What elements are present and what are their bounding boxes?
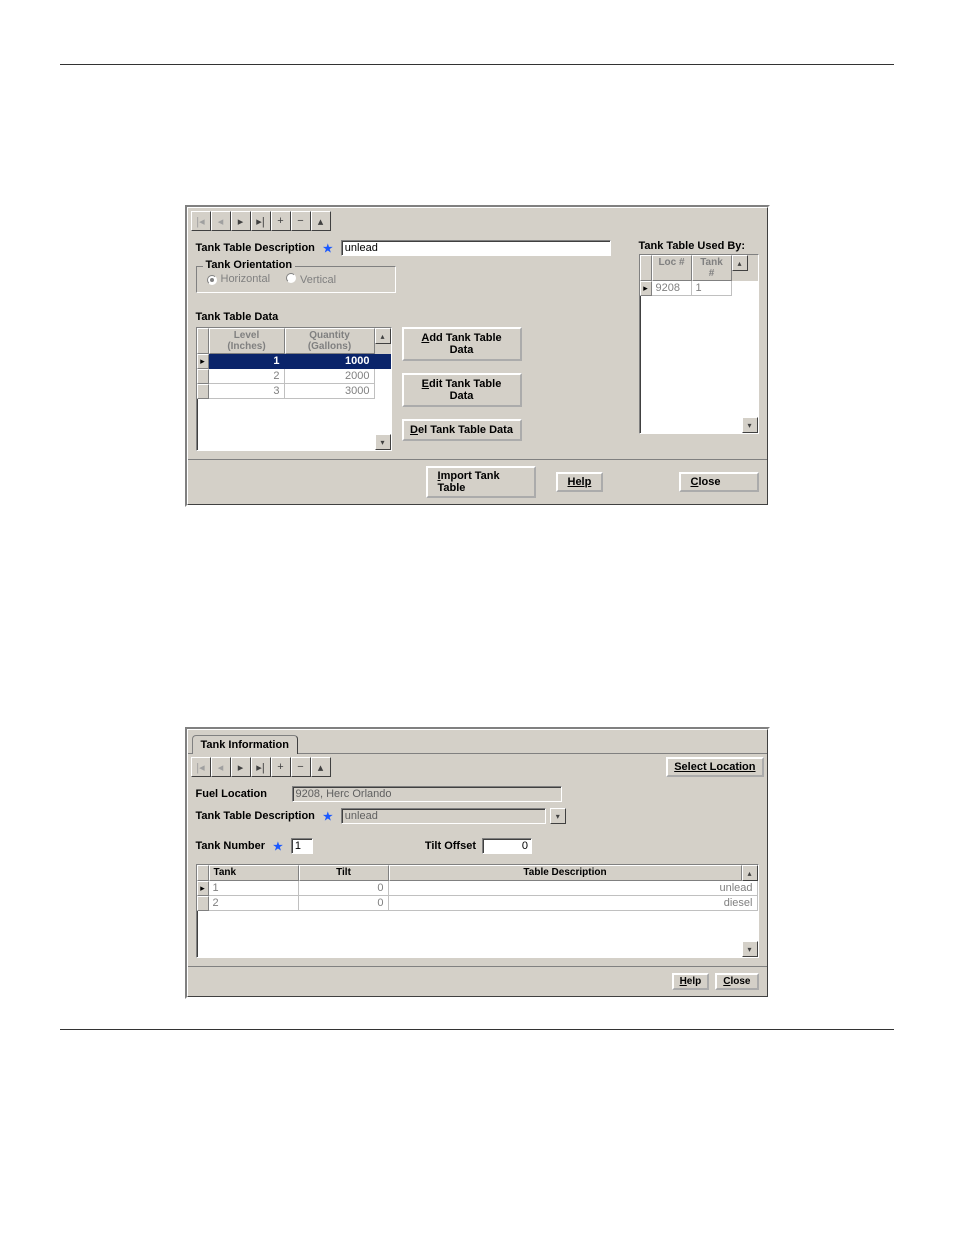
nav-next-button[interactable]: ▸ <box>231 211 251 231</box>
nav-up-button-2[interactable]: ▴ <box>311 757 331 777</box>
nav-up-button[interactable]: ▴ <box>311 211 331 231</box>
grid-scroll-up-button[interactable]: ▴ <box>375 328 391 344</box>
tank-list-scroll-down[interactable]: ▾ <box>742 941 758 957</box>
usedby-col-tank[interactable]: Tank # <box>692 255 732 281</box>
tank-data-row[interactable]: 22000 <box>197 369 391 384</box>
help-button[interactable]: Help <box>556 472 604 492</box>
nav-remove-button-2[interactable]: − <box>291 757 311 777</box>
edit-tank-data-button[interactable]: Edit Tank Table Data <box>402 373 522 407</box>
tabledesc-col-header[interactable]: Table Description <box>389 865 742 881</box>
close-button[interactable]: Close <box>679 472 759 492</box>
col-level-header[interactable]: Level (Inches) <box>209 328 285 354</box>
tank-table-data-title: Tank Table Data <box>196 311 633 323</box>
usedby-row[interactable]: ▸92081 <box>640 281 758 296</box>
nav-add-button[interactable]: + <box>271 211 291 231</box>
nav-first-button[interactable]: |◂ <box>191 211 211 231</box>
select-location-button[interactable]: Select Location <box>666 757 763 777</box>
grid-scroll-down-button[interactable]: ▾ <box>375 434 391 450</box>
required-star-icon-3: ★ <box>271 840 285 853</box>
nav-prev-button[interactable]: ◂ <box>211 211 231 231</box>
desc-label: Tank Table Description <box>196 242 315 254</box>
dialog-footer: Import Tank Table Help Close <box>188 459 767 504</box>
tank-list-row[interactable]: ▸10unlead <box>197 881 758 896</box>
nav-next-button-2[interactable]: ▸ <box>231 757 251 777</box>
tilt-offset-label: Tilt Offset <box>425 840 476 852</box>
help-button-2[interactable]: Help <box>672 973 710 990</box>
tilt-col-header[interactable]: Tilt <box>299 865 389 881</box>
tank-data-grid: Level (Inches) Quantity (Gallons) ▴ ▸110… <box>196 327 392 451</box>
nav-prev-button-2[interactable]: ◂ <box>211 757 231 777</box>
tilt-offset-input[interactable]: 0 <box>482 838 532 854</box>
nav-add-button-2[interactable]: + <box>271 757 291 777</box>
nav-remove-button[interactable]: − <box>291 211 311 231</box>
usedby-grid: Loc # Tank # ▴ ▸92081 ▾ <box>639 254 759 434</box>
orientation-horizontal-radio[interactable]: Horizontal <box>207 273 271 286</box>
del-tank-data-button[interactable]: Del Tank Table Data <box>402 419 522 441</box>
tank-number-label: Tank Number <box>196 840 265 852</box>
tank-list-grid: Tank Tilt Table Description ▴ ▸10unlead2… <box>196 864 759 958</box>
tank-col-header[interactable]: Tank <box>209 865 299 881</box>
usedby-pane: Tank Table Used By: Loc # Tank # ▴ ▸9208… <box>639 240 759 451</box>
tank-table-dialog: |◂ ◂ ▸ ▸| + − ▴ Tank Table Description ★… <box>185 205 770 507</box>
nav-toolbar: |◂ ◂ ▸ ▸| + − ▴ <box>188 208 767 234</box>
required-star-icon: ★ <box>321 242 335 255</box>
col-qty-header[interactable]: Quantity (Gallons) <box>285 328 375 354</box>
tank-data-row[interactable]: ▸11000 <box>197 354 391 369</box>
desc-dropdown-icon[interactable]: ▾ <box>550 808 566 824</box>
page-rule-top <box>60 64 894 65</box>
import-button[interactable]: Import Tank Table <box>426 466 536 498</box>
tank-list-scroll-up[interactable]: ▴ <box>742 865 758 881</box>
dialog2-footer: Help Close <box>188 966 767 996</box>
page-rule-bottom <box>60 1029 894 1030</box>
close-button-2[interactable]: Close <box>715 973 758 990</box>
nav-last-button[interactable]: ▸| <box>251 211 271 231</box>
tank-number-input[interactable]: 1 <box>291 838 313 854</box>
desc-label-2: Tank Table Description <box>196 810 315 822</box>
nav-first-button-2[interactable]: |◂ <box>191 757 211 777</box>
orientation-vertical-radio[interactable]: Vertical <box>286 273 336 286</box>
orientation-group: Tank Orientation Horizontal Vertical <box>196 266 396 293</box>
tank-data-row[interactable]: 33000 <box>197 384 391 399</box>
nav-last-button-2[interactable]: ▸| <box>251 757 271 777</box>
left-pane: Tank Table Description ★ unlead Tank Ori… <box>196 240 633 451</box>
usedby-title: Tank Table Used By: <box>639 240 759 252</box>
usedby-scroll-up-button[interactable]: ▴ <box>732 255 748 271</box>
tank-list-row[interactable]: 20diesel <box>197 896 758 911</box>
fuel-location-field: 9208, Herc Orlando <box>292 786 562 802</box>
add-tank-data-button[interactable]: Add Tank Table Data <box>402 327 522 361</box>
orientation-legend: Tank Orientation <box>203 259 296 271</box>
tank-info-dialog: Tank Information |◂ ◂ ▸ ▸| + − ▴ Select … <box>185 727 770 999</box>
tank-info-tab[interactable]: Tank Information <box>192 735 298 754</box>
required-star-icon-2: ★ <box>321 810 335 823</box>
desc-select[interactable]: unlead <box>341 808 546 824</box>
desc-input[interactable]: unlead <box>341 240 611 256</box>
tank-data-actions: Add Tank Table Data Edit Tank Table Data… <box>402 327 522 441</box>
usedby-scroll-down-button[interactable]: ▾ <box>742 417 758 433</box>
fuel-location-label: Fuel Location <box>196 788 286 800</box>
usedby-col-loc[interactable]: Loc # <box>652 255 692 281</box>
nav-toolbar-2: |◂ ◂ ▸ ▸| + − ▴ Select Location <box>188 754 767 780</box>
